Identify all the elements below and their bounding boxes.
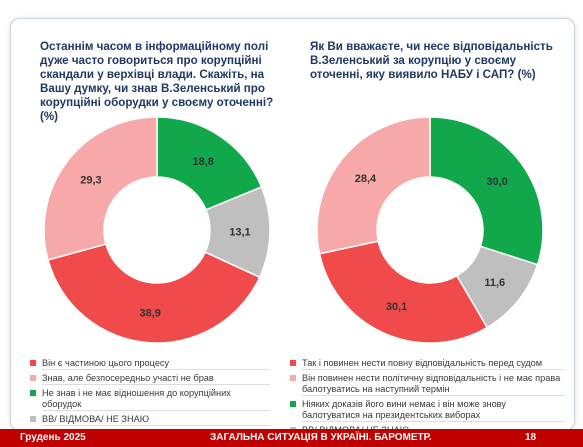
donut-1-segment-3 bbox=[156, 116, 263, 211]
legend-1-item-1: Він є частиною цього процесу bbox=[30, 358, 270, 370]
legend-2-item-2: Він повинен нести політичну відповідальн… bbox=[290, 373, 565, 396]
donut-1-label-3: 18,8 bbox=[192, 156, 213, 168]
legend-1-text-4: ВВ/ ВІДМОВА/ НЕ ЗНАЮ bbox=[42, 414, 270, 426]
question-2-title: Як Ви вважаєте, чи несе відповідальність… bbox=[310, 40, 553, 81]
legend-2-text-1: Так і повинен нести повну відповідальніс… bbox=[302, 358, 565, 370]
donut-1-label-2: 29,3 bbox=[80, 175, 101, 187]
donut-2-segment-2 bbox=[316, 116, 431, 255]
donut-2-segment-3 bbox=[429, 116, 544, 266]
legend-1-text-3: Не знав і не має відношення до корупційн… bbox=[42, 388, 270, 411]
donut-1-label-4: 13,1 bbox=[229, 227, 250, 239]
legend-2-text-2: Він повинен нести політичну відповідальн… bbox=[302, 373, 565, 396]
legend-1-item-3: Не знав і не має відношення до корупційн… bbox=[30, 388, 270, 411]
legend-2-swatch-3 bbox=[290, 401, 296, 407]
legend-1-item-2: Знав, але безпосередньо участі не брав bbox=[30, 373, 270, 385]
legend-2-text-3: Ніяких доказів його вини немає і він мож… bbox=[302, 399, 565, 422]
footer-title: ЗАГАЛЬНА СИТУАЦІЯ В УКРАЇНІ. БАРОМЕТР. bbox=[210, 432, 432, 443]
legend-2-swatch-1 bbox=[290, 360, 296, 366]
legend-1-swatch-1 bbox=[30, 360, 36, 366]
question-1-title: Останнім часом в інформаційному полі дуж… bbox=[40, 40, 274, 123]
legend-1-swatch-3 bbox=[30, 390, 36, 396]
legend-1-swatch-2 bbox=[30, 375, 36, 381]
legend-2: Так і повинен нести повну відповідальніс… bbox=[290, 358, 565, 440]
legend-1-swatch-4 bbox=[30, 416, 36, 422]
donut-2-label-1: 30,1 bbox=[386, 301, 407, 313]
donut-2-segment-1 bbox=[318, 240, 489, 344]
page-number: 18 bbox=[525, 432, 537, 443]
donut-2-label-2: 28,4 bbox=[355, 173, 377, 185]
donut-1-label-1: 38,9 bbox=[140, 308, 161, 320]
donut-1-segment-1 bbox=[47, 243, 261, 344]
legend-2-item-1: Так і повинен нести повну відповідальніс… bbox=[290, 358, 565, 370]
donut-2-label-3: 30,0 bbox=[486, 176, 507, 188]
legend-1-item-4: ВВ/ ВІДМОВА/ НЕ ЗНАЮ bbox=[30, 414, 270, 426]
donut-2-label-4: 11,6 bbox=[484, 277, 505, 289]
legend-1: Він є частиною цього процесу Знав, але бе… bbox=[30, 358, 270, 429]
footer-bar: Грудень 2025 ЗАГАЛЬНА СИТУАЦІЯ В УКРАЇНІ… bbox=[0, 429, 583, 447]
legend-1-text-1: Він є частиною цього процесу bbox=[42, 358, 270, 370]
footer-date: Грудень 2025 bbox=[20, 432, 86, 443]
legend-2-item-3: Ніяких доказів його вини немає і він мож… bbox=[290, 399, 565, 422]
legend-2-swatch-2 bbox=[290, 375, 296, 381]
donut-1-segment-2 bbox=[43, 116, 158, 261]
legend-1-text-2: Знав, але безпосередньо участі не брав bbox=[42, 373, 270, 385]
